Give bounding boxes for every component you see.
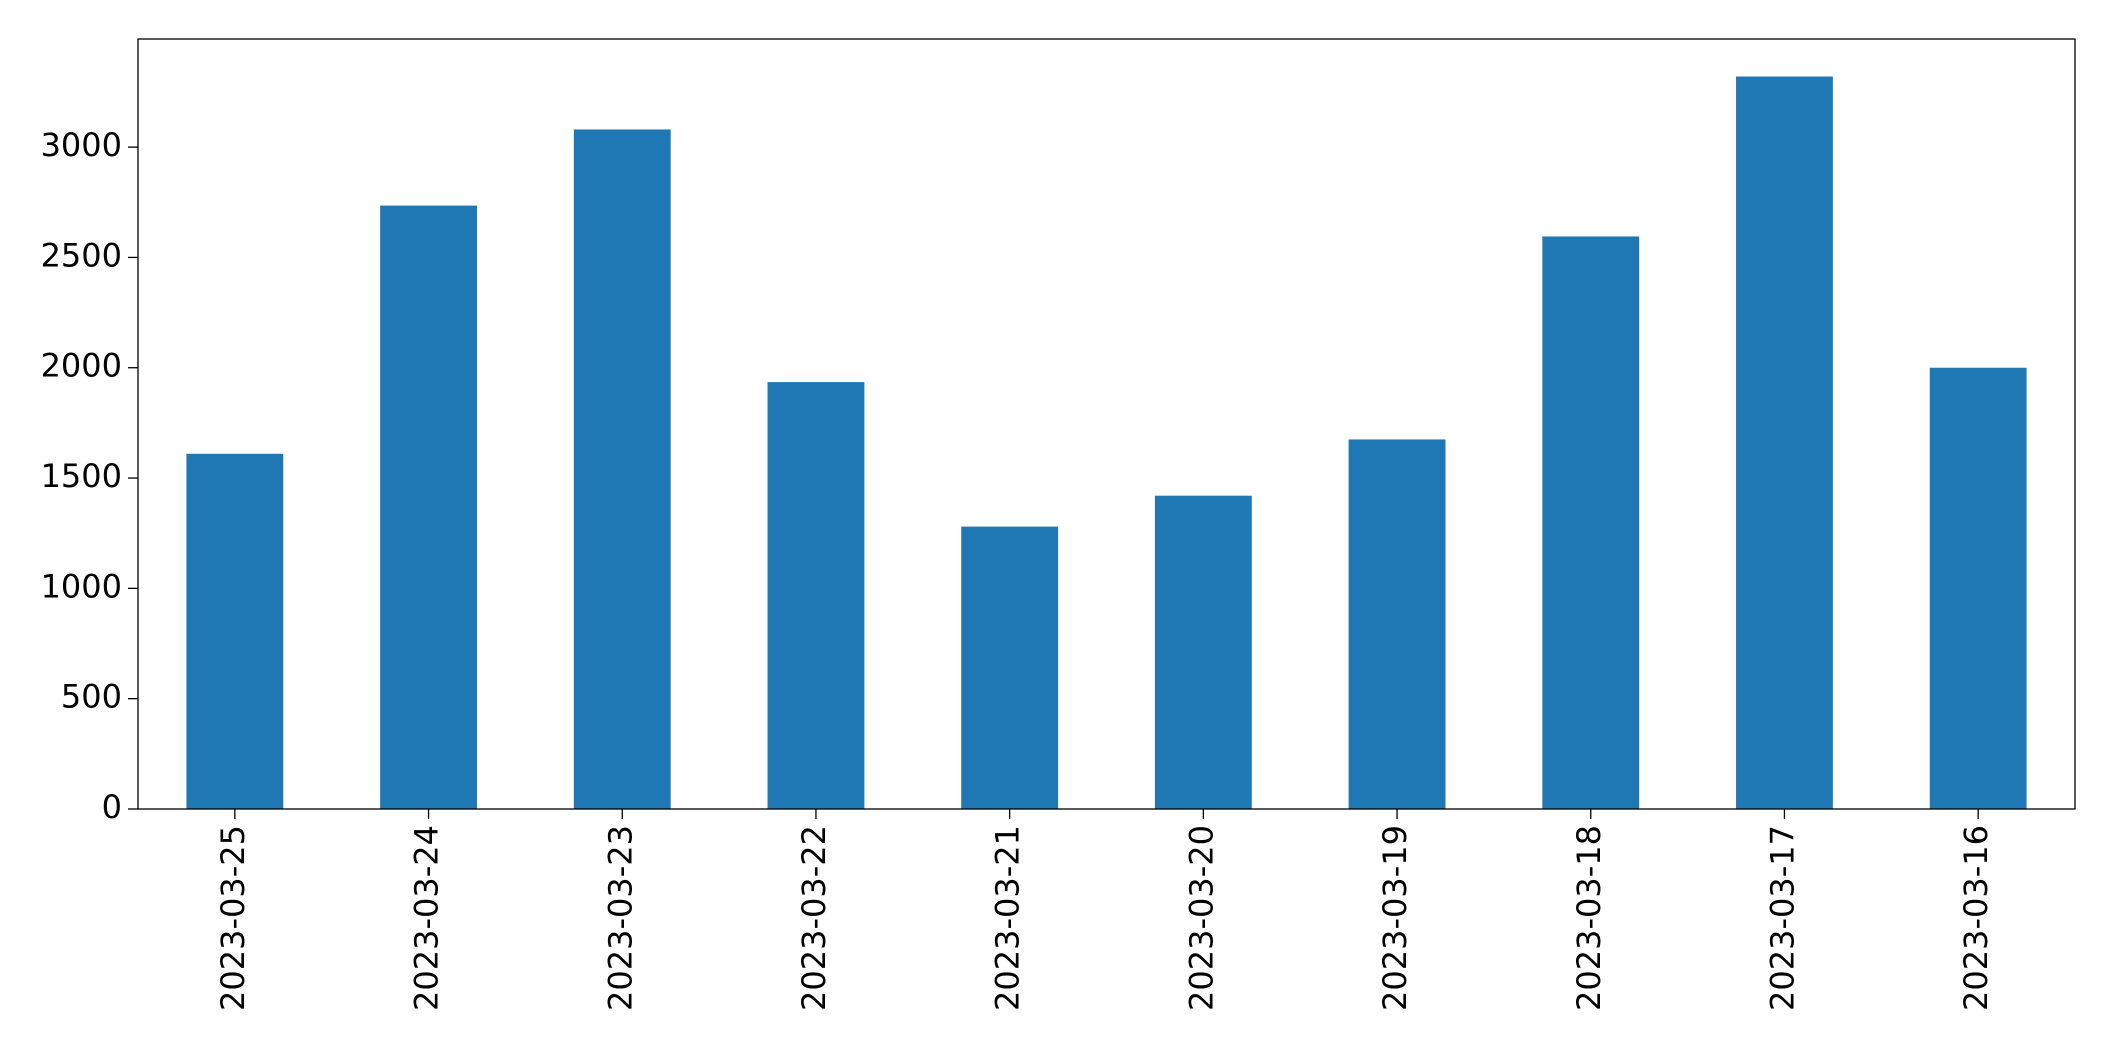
x-tick-label: 2023-03-19 <box>1376 825 1414 1011</box>
x-tick-label: 2023-03-20 <box>1182 825 1220 1011</box>
bar <box>380 205 477 809</box>
y-tick-label: 500 <box>61 678 122 716</box>
x-tick-label: 2023-03-17 <box>1763 825 1801 1011</box>
y-tick-label: 1500 <box>41 457 122 495</box>
bar <box>186 453 284 809</box>
x-tick-label: 2023-03-24 <box>408 825 446 1011</box>
x-tick-label: 2023-03-23 <box>601 825 639 1011</box>
plot-frame <box>137 38 2076 810</box>
y-tick-label: 2000 <box>41 347 122 385</box>
bar <box>1736 76 1833 810</box>
x-tick-label: 2023-03-22 <box>795 825 833 1011</box>
bar <box>1154 495 1252 809</box>
x-tick-label: 2023-03-21 <box>989 825 1027 1011</box>
y-tick-label: 1000 <box>41 567 122 605</box>
x-tick-label: 2023-03-16 <box>1957 825 1995 1011</box>
bar <box>573 129 671 810</box>
bar <box>961 526 1059 809</box>
y-tick-label: 3000 <box>41 126 122 164</box>
y-tick-label: 2500 <box>41 236 122 274</box>
bar <box>1542 236 1640 810</box>
x-tick-label: 2023-03-25 <box>214 825 252 1011</box>
bar <box>1348 439 1446 809</box>
bar <box>1929 367 2027 809</box>
y-tick-label: 0 <box>102 788 122 826</box>
x-tick-label: 2023-03-18 <box>1570 825 1608 1011</box>
bar <box>767 382 865 809</box>
